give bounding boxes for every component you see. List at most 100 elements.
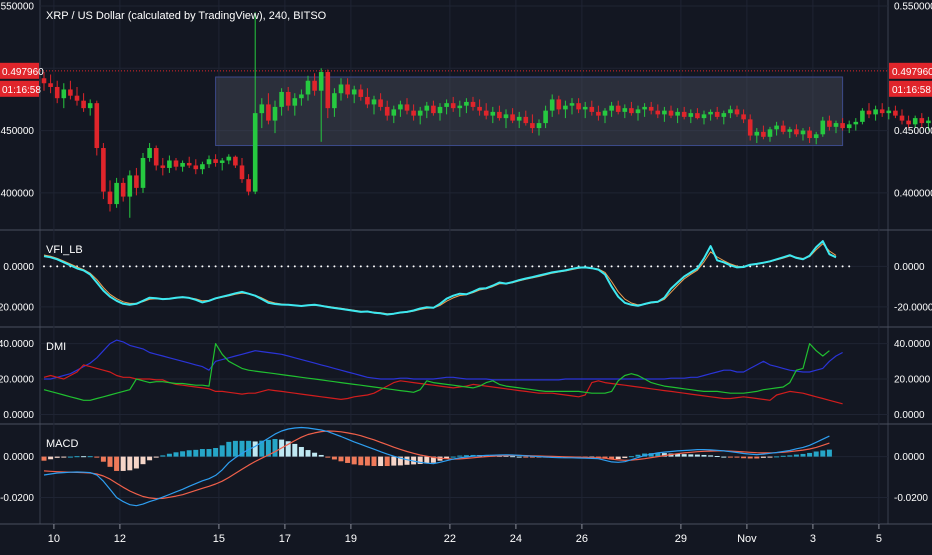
zero-line-dot xyxy=(472,265,474,268)
candle-body xyxy=(813,134,819,139)
y-tick-label-left: -0.0200 xyxy=(0,493,34,504)
zero-line-dot xyxy=(755,265,758,268)
candle-body xyxy=(437,106,443,114)
macd-histogram-bar xyxy=(807,452,813,457)
zero-line-dot xyxy=(835,265,837,268)
zero-line-dot xyxy=(379,265,382,268)
candle-body xyxy=(668,110,674,116)
zero-line-dot xyxy=(491,265,494,268)
candle-body xyxy=(662,110,667,115)
candle-body xyxy=(609,105,614,111)
candle-body xyxy=(503,114,509,119)
zero-line-dot xyxy=(650,265,653,268)
zero-line-dot xyxy=(590,265,593,268)
candle-body xyxy=(787,129,793,132)
macd-histogram-bar xyxy=(318,454,324,457)
zero-line-dot xyxy=(161,265,164,268)
candle-body xyxy=(464,101,469,106)
macd-histogram-bar xyxy=(727,456,733,458)
candle-body xyxy=(543,110,548,124)
candle-body xyxy=(873,109,878,115)
zero-line-dot xyxy=(373,265,375,268)
candle-body xyxy=(827,120,832,127)
candle-body xyxy=(365,96,370,105)
zero-line-dot xyxy=(142,265,144,268)
candle-body xyxy=(114,182,119,205)
candle-body xyxy=(681,111,687,117)
x-tick-label: 10 xyxy=(48,533,60,545)
zero-line-dot xyxy=(432,265,435,268)
candle-body xyxy=(173,160,179,167)
zero-line-dot xyxy=(333,265,336,268)
macd-histogram-bar xyxy=(219,445,225,457)
macd-histogram-bar xyxy=(338,456,344,462)
macd-histogram-bar xyxy=(239,440,245,457)
zero-line-dot xyxy=(630,265,633,268)
zero-line-dot xyxy=(102,265,105,268)
zero-line-dot xyxy=(485,265,488,268)
candle-body xyxy=(431,105,436,114)
candle-body xyxy=(794,129,799,135)
macd-histogram-bar xyxy=(826,449,832,457)
candle-body xyxy=(48,83,53,87)
candle-body xyxy=(54,86,60,99)
zero-line-dot xyxy=(610,265,613,268)
macd-histogram-bar xyxy=(529,456,535,458)
macd-histogram-bar xyxy=(298,446,304,457)
candle-body xyxy=(899,115,905,121)
zero-line-dot xyxy=(128,265,131,268)
candle-body xyxy=(140,157,146,188)
x-tick-label: 24 xyxy=(510,533,522,545)
countdown-label-right: 01:16:58 xyxy=(892,85,931,96)
macd-histogram-bar xyxy=(510,456,516,458)
candle-body xyxy=(655,110,661,115)
zero-line-dot xyxy=(663,265,666,268)
zero-line-dot xyxy=(359,265,362,268)
macd-histogram-bar xyxy=(358,456,364,466)
last-price-label-right: 0.497960 xyxy=(892,67,932,78)
macd-histogram-bar xyxy=(741,456,747,459)
candle-body xyxy=(728,109,733,114)
zero-line-dot xyxy=(524,265,527,268)
candle-body xyxy=(226,156,232,161)
zero-line-dot xyxy=(716,265,719,268)
candle-body xyxy=(61,89,67,99)
x-tick-label: 3 xyxy=(810,533,816,545)
candle-body xyxy=(246,179,251,192)
candle-body xyxy=(147,148,152,158)
zero-line-dot xyxy=(247,265,250,268)
zero-line-dot xyxy=(538,265,540,268)
macd-histogram-bar xyxy=(378,456,384,467)
candle-body xyxy=(866,110,872,115)
candle-body xyxy=(391,109,397,116)
candle-body xyxy=(206,159,212,165)
zero-line-dot xyxy=(623,265,626,268)
zero-line-dot xyxy=(821,265,824,268)
y-tick-label-left: 0.0000 xyxy=(3,262,34,273)
zero-line-dot xyxy=(597,265,600,268)
candle-body xyxy=(807,130,812,139)
zero-line-dot xyxy=(313,265,316,268)
y-tick-label-right: -20.0000 xyxy=(894,302,932,313)
macd-histogram-bar xyxy=(325,456,331,458)
macd-histogram-bar xyxy=(628,456,634,458)
zero-line-dot xyxy=(782,265,785,268)
candle-body xyxy=(358,89,364,97)
candle-body xyxy=(563,105,568,110)
candle-body xyxy=(332,93,337,109)
macd-histogram-bar xyxy=(61,456,67,458)
macd-histogram-bar xyxy=(74,456,80,458)
zero-line-dot xyxy=(703,265,705,268)
candle-body xyxy=(780,125,786,132)
candle-body xyxy=(371,99,377,105)
candle-body xyxy=(648,106,654,111)
macd-histogram-bar xyxy=(444,456,450,459)
zero-line-dot xyxy=(267,265,270,268)
zero-line-dot xyxy=(168,265,171,268)
macd-histogram-bar xyxy=(516,456,522,458)
y-tick-label-left: 0.0000 xyxy=(3,452,34,463)
zero-line-dot xyxy=(564,265,567,268)
candle-body xyxy=(477,106,482,111)
y-tick-label-right: 0.400000 xyxy=(894,188,932,199)
